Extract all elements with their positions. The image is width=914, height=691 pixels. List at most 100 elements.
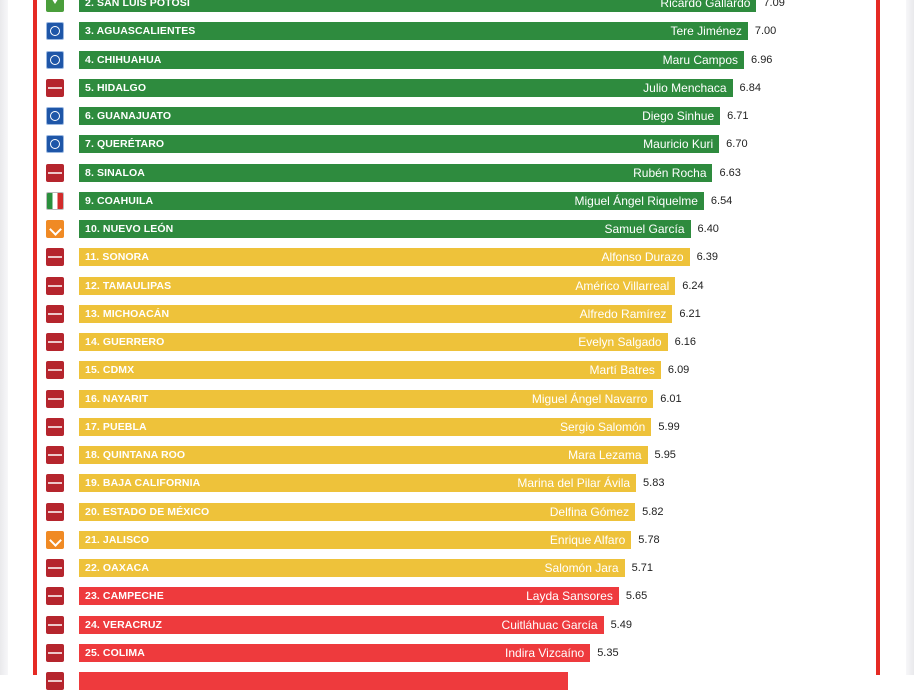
ranking-row: 2. SAN LUIS POTOSÍ Ricardo Gallardo 7.09 <box>0 0 914 13</box>
governor-name-label: Evelyn Salgado <box>578 335 662 349</box>
ranking-row: 23. CAMPECHE Layda Sansores 5.65 <box>0 587 914 606</box>
state-rank-label: 3. AGUASCALIENTES <box>85 25 196 38</box>
ranking-row: 24. VERACRUZ Cuitláhuac García 5.49 <box>0 615 914 635</box>
morena-logo <box>46 502 64 521</box>
score-value-label: 5.35 <box>597 646 619 659</box>
ranking-row: 22. OAXACA Salomón Jara 5.71 <box>0 559 914 578</box>
governor-name-label: Martí Batres <box>589 363 655 378</box>
ranking-row: 7. QUERÉTARO Mauricio Kuri 6.70 <box>0 135 914 154</box>
governor-name-label: Julio Menchaca <box>643 80 727 95</box>
state-rank-label: 10. NUEVO LEÓN <box>85 223 174 235</box>
verde-logo <box>46 0 64 12</box>
score-value-label: 6.24 <box>682 279 704 292</box>
score-bar <box>79 333 668 351</box>
pri-logo <box>46 191 64 210</box>
morena-logo <box>46 417 64 436</box>
score-bar <box>79 417 652 436</box>
score-bar <box>79 587 619 606</box>
score-bar <box>79 615 604 634</box>
state-rank-label: 9. COAHUILA <box>85 194 154 207</box>
score-bar <box>79 22 748 41</box>
state-rank-label: 13. MICHOACÁN <box>85 307 170 320</box>
governor-ranking-chart: 2. SAN LUIS POTOSÍ Ricardo Gallardo 7.09 3.… <box>0 0 914 675</box>
state-rank-label: 25. COLIMA <box>85 646 145 659</box>
morena-logo <box>46 163 64 182</box>
score-bar <box>79 389 654 408</box>
score-value-label: 6.09 <box>667 364 690 377</box>
morena-logo <box>46 389 64 408</box>
ranking-row: 17. PUEBLA Sergio Salomón 5.99 <box>0 417 914 437</box>
morena-logo <box>46 361 64 380</box>
pan-logo <box>46 107 64 125</box>
governor-name-label: Salomón Jara <box>544 561 619 575</box>
ranking-row: 4. CHIHUAHUA Maru Campos 6.96 <box>0 50 914 70</box>
score-value-label: 6.63 <box>719 166 741 179</box>
state-rank-label: 24. VERACRUZ <box>85 618 163 631</box>
pan-logo <box>46 50 64 69</box>
score-bar <box>79 248 690 267</box>
state-rank-label: 5. HIDALGO <box>85 81 147 94</box>
mc-logo <box>46 530 64 549</box>
morena-logo <box>46 615 64 634</box>
ranking-row: 11. SONORA Alfonso Durazo 6.39 <box>0 248 914 267</box>
score-value-label: 5.49 <box>610 618 632 631</box>
ranking-row: 19. BAJA CALIFORNIA Marina del Pilar Ávil… <box>0 474 914 493</box>
governor-name-label: Maru Campos <box>662 52 739 67</box>
morena-logo <box>46 78 64 97</box>
score-value-label: 5.83 <box>643 477 665 490</box>
score-value-label: 6.84 <box>739 81 761 94</box>
score-value-label: 6.96 <box>751 53 773 66</box>
score-bar <box>79 530 632 549</box>
score-bar <box>79 0 757 12</box>
frame-border-left <box>33 0 37 675</box>
score-bar <box>79 502 636 521</box>
score-bar <box>79 276 676 295</box>
morena-logo <box>46 276 64 295</box>
page-edge-left <box>0 0 8 675</box>
ranking-row: 18. QUINTANA ROO Mara Lezama 5.95 <box>0 446 914 465</box>
state-rank-label: 7. QUERÉTARO <box>85 138 165 151</box>
ranking-row: 13. MICHOACÁN Alfredo Ramírez 6.21 <box>0 304 914 324</box>
governor-name-label: Delfina Gómez <box>549 504 630 519</box>
state-rank-label: 22. OAXACA <box>85 562 150 574</box>
ranking-row: 9. COAHUILA Miguel Ángel Riquelme 6.54 <box>0 191 914 211</box>
score-value-label: 6.01 <box>660 392 682 405</box>
score-bar <box>79 50 745 69</box>
score-bar <box>79 643 591 662</box>
score-bar <box>79 559 625 577</box>
ranking-row: 12. TAMAULIPAS Américo Villarreal 6.24 <box>0 276 914 296</box>
state-rank-label: 12. TAMAULIPAS <box>85 279 172 292</box>
governor-name-label: Miguel Ángel Riquelme <box>574 193 698 208</box>
governor-name-label: Cuitláhuac García <box>501 617 598 632</box>
governor-name-label: Rubén Rocha <box>633 165 707 180</box>
score-bar <box>79 304 673 323</box>
governor-name-label: Miguel Ángel Navarro <box>531 391 648 406</box>
score-value-label: 6.21 <box>679 307 701 320</box>
frame-border-right <box>876 0 880 675</box>
ranking-row: 20. ESTADO DE MÉXICO Delfina Gómez 5.82 <box>0 502 914 522</box>
mc-logo <box>46 220 64 238</box>
score-value-label: 5.82 <box>642 505 664 518</box>
governor-name-label: Ricardo Gallardo <box>660 0 751 10</box>
governor-name-label: Mara Lezama <box>568 448 642 462</box>
score-bar <box>79 191 704 210</box>
state-rank-label: 19. BAJA CALIFORNIA <box>85 477 201 490</box>
score-value-label: 6.70 <box>726 138 748 151</box>
governor-name-label: Sergio Salomón <box>559 419 646 434</box>
state-rank-label: 11. SONORA <box>85 251 150 264</box>
morena-logo <box>46 643 64 662</box>
ranking-row: 25. COLIMA Indira Vizcaíno 5.35 <box>0 643 914 663</box>
state-rank-label: 20. ESTADO DE MÉXICO <box>85 505 210 518</box>
governor-name-label: Marina del Pilar Ávila <box>517 476 631 491</box>
score-bar <box>79 220 691 238</box>
governor-name-label: Samuel García <box>604 222 685 236</box>
score-value-label: 7.09 <box>763 0 785 9</box>
score-bar <box>79 163 713 182</box>
page-edge-right <box>906 0 914 675</box>
pan-logo <box>46 135 64 154</box>
governor-name-label: Indira Vizcaíno <box>505 645 585 660</box>
score-value-label: 6.39 <box>696 251 718 264</box>
score-bar <box>79 78 733 97</box>
state-rank-label: 21. JALISCO <box>85 533 150 546</box>
score-value-label: 5.65 <box>625 590 648 603</box>
